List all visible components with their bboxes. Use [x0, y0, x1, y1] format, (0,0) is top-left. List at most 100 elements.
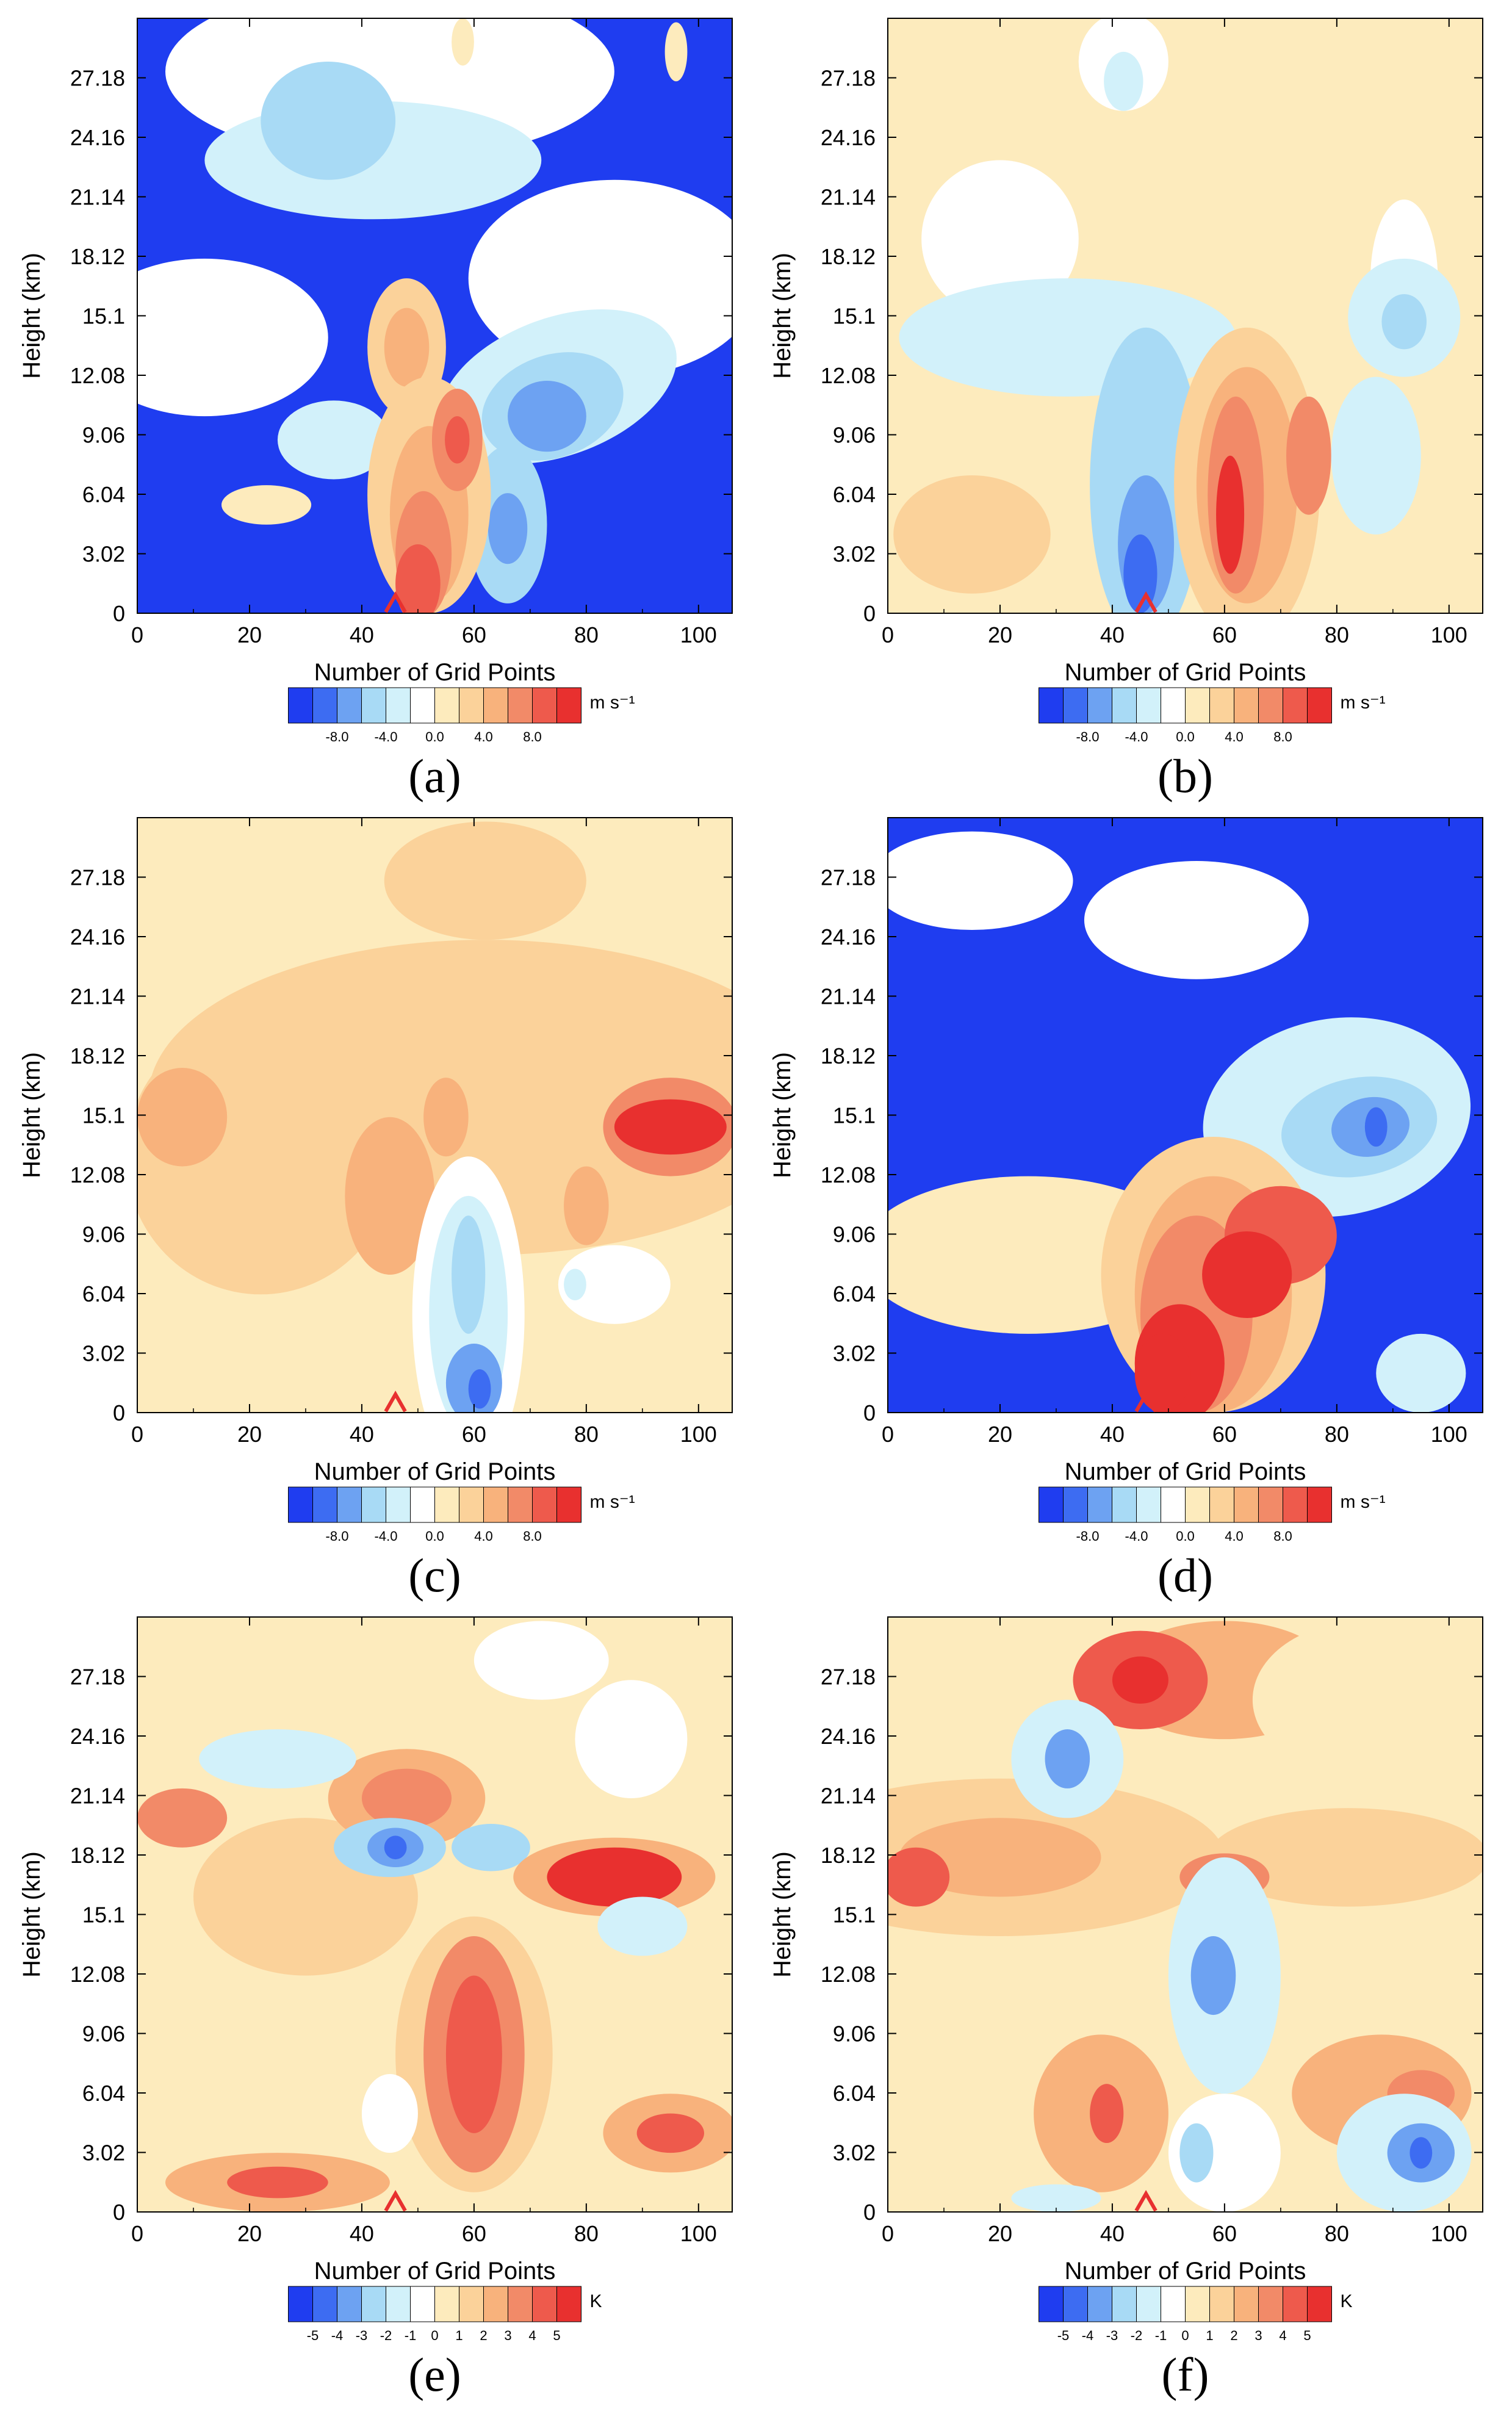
y-tick-label: 12.08 — [821, 1962, 876, 1987]
panel-label: (d) — [1157, 1549, 1213, 1602]
panel-d: 0 20 40 60 80 100 0 3.02 6.04 9.06 12.08 15.1 18.12 2… — [769, 817, 1483, 1602]
contour-region — [277, 400, 390, 480]
contour-region — [445, 416, 470, 464]
colorbar-cell — [532, 1486, 557, 1523]
panel-f: 0 20 40 60 80 10003.026.049.0612.0815.118.122… — [769, 1616, 1483, 2401]
panel-c: 0 20 40 60 80 100 0 3.02 6.04 9.06 12.08 15.1 18.12 2… — [18, 817, 733, 1602]
colorbar-label: -5 — [1057, 2328, 1070, 2343]
contour-region — [452, 1216, 486, 1334]
contour-region — [221, 485, 312, 525]
colorbar-cell — [1307, 1486, 1332, 1523]
y-tick-label: 21.14 — [821, 185, 876, 210]
panel-a: 0 20 40 60 80 100 0 3.02 6.04 9.06 12.08 15.1 18.12 2… — [18, 18, 733, 802]
y-tick-label: 9.06 — [82, 1222, 125, 1247]
contour-fills — [893, 18, 1461, 613]
colorbar-cell — [508, 1486, 533, 1523]
y-tick-label: 15.1 — [833, 1103, 876, 1128]
y-tick-label: 18.12 — [70, 244, 125, 269]
contour-region — [423, 1078, 469, 1157]
x-tick-label: 100 — [1431, 2221, 1467, 2246]
colorbar-cell — [1234, 1486, 1259, 1523]
y-tick-label: 15.1 — [833, 304, 876, 329]
colorbar-cell — [337, 687, 362, 724]
y-axis-title: Height (km) — [18, 253, 45, 379]
contour-region — [468, 1369, 491, 1409]
x-tick-label: 0 — [131, 622, 143, 647]
colorbar-label: -4 — [331, 2328, 344, 2343]
x-tick-label: 80 — [1325, 622, 1349, 647]
contour-region — [1381, 294, 1427, 350]
colorbar-cell — [361, 2286, 386, 2322]
y-tick-label: 27.18 — [70, 865, 125, 890]
x-tick-label: 0 — [131, 2221, 143, 2246]
location-marker — [1134, 591, 1157, 613]
colorbar-label: 2 — [480, 2328, 487, 2343]
colorbar-cell — [434, 2286, 459, 2322]
y-tick-label: 9.06 — [833, 423, 876, 448]
colorbar-cell — [288, 1486, 313, 1523]
colorbar-unit: K — [590, 2291, 602, 2311]
colorbar-cell — [1087, 2286, 1112, 2322]
colorbar-label: -1 — [1155, 2328, 1167, 2343]
panel-label: (e) — [408, 2348, 461, 2401]
colorbar-cell — [1039, 2286, 1064, 2322]
colorbar-label: -5 — [307, 2328, 319, 2343]
colorbar-label: -2 — [1131, 2328, 1143, 2343]
colorbar-cell — [483, 687, 508, 724]
contour-region — [1084, 861, 1309, 979]
colorbar-cell — [1209, 687, 1234, 724]
contour-region — [1409, 2137, 1433, 2169]
colorbar-cell — [1161, 1486, 1186, 1523]
x-tick-label: 60 — [462, 2221, 486, 2246]
x-tick-label: 100 — [680, 622, 717, 647]
colorbar-cell — [1209, 2286, 1234, 2322]
colorbar-cell — [1039, 687, 1064, 724]
x-tick-label: 100 — [680, 1422, 717, 1447]
x-tick-label: 0 — [882, 2221, 894, 2246]
contour-region — [636, 2113, 705, 2153]
colorbar-cell — [1112, 687, 1137, 724]
colorbar-label: -8.0 — [1076, 1529, 1100, 1544]
colorbar-label: 4.0 — [1225, 729, 1244, 744]
contour-region — [199, 1729, 356, 1788]
y-tick-label: 9.06 — [82, 2022, 125, 2047]
y-tick-label: 24.16 — [70, 924, 125, 949]
y-tick-label: 18.12 — [70, 1043, 125, 1068]
colorbar-cell — [1283, 1486, 1308, 1523]
contour-region — [137, 1068, 228, 1167]
colorbar-label: 0.0 — [425, 1529, 444, 1544]
x-tick-label: 20 — [237, 622, 262, 647]
location-marker — [384, 2189, 407, 2212]
colorbar-cell — [386, 2286, 411, 2322]
x-tick-label: 80 — [1325, 2221, 1349, 2246]
contour-region — [361, 1768, 452, 1828]
colorbar-cell — [1161, 687, 1186, 724]
x-tick-label: 100 — [680, 2221, 717, 2246]
x-tick-label: 60 — [1212, 622, 1237, 647]
contour-region — [1045, 1729, 1090, 1788]
colorbar-label: 0.0 — [1176, 1529, 1195, 1544]
contour-fills — [888, 1621, 1483, 2212]
y-tick-label: 12.08 — [821, 1162, 876, 1187]
colorbar-cell — [459, 687, 484, 724]
contour-region — [384, 821, 586, 940]
colorbar-label: -4 — [1082, 2328, 1094, 2343]
colorbar-cell — [1161, 2286, 1186, 2322]
colorbar-cell — [1185, 687, 1210, 724]
colorbar-label: 2 — [1230, 2328, 1237, 2343]
y-tick-label: 12.08 — [70, 363, 125, 388]
colorbar-cell — [288, 2286, 313, 2322]
contour-region — [137, 258, 328, 417]
contour-fills — [888, 831, 1471, 1413]
contour-region — [361, 2074, 418, 2153]
panel-label: (c) — [408, 1549, 461, 1602]
colorbar-label: -8.0 — [326, 1529, 349, 1544]
y-axis-title: Height (km) — [769, 1851, 796, 1978]
colorbar-cell — [1234, 687, 1259, 724]
colorbar-label: 8.0 — [1273, 729, 1292, 744]
contour-region — [1190, 1936, 1236, 2015]
colorbar-label: -1 — [405, 2328, 417, 2343]
colorbar-label: -8.0 — [326, 729, 349, 744]
colorbar-label: 4 — [1279, 2328, 1286, 2343]
colorbar-label: -4.0 — [1125, 1529, 1148, 1544]
